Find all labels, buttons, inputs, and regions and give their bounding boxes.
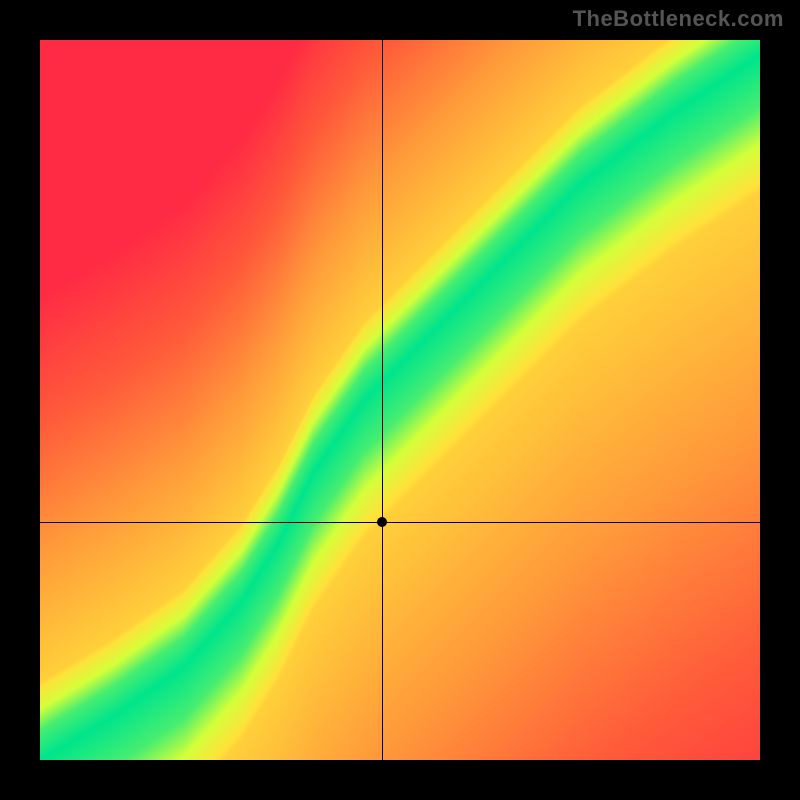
heatmap-canvas <box>40 40 760 760</box>
crosshair-marker <box>377 517 387 527</box>
crosshair-vertical <box>382 40 383 760</box>
crosshair-horizontal <box>40 522 760 523</box>
watermark-text: TheBottleneck.com <box>573 6 784 32</box>
plot-area <box>40 40 760 760</box>
chart-container: TheBottleneck.com <box>0 0 800 800</box>
